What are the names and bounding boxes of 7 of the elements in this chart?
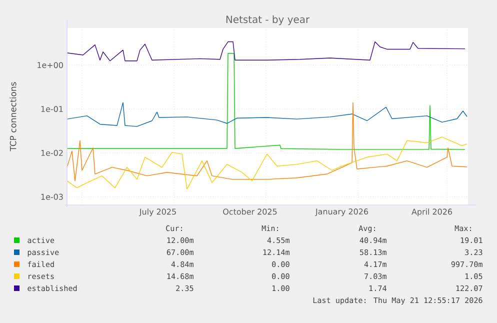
y-axis-title: TCP connections [10, 82, 16, 152]
line-series [67, 41, 466, 62]
line-series [67, 136, 468, 190]
line-series [67, 102, 468, 182]
line-series [67, 53, 466, 150]
chart-title: Netstat - by year [226, 15, 310, 26]
line-series [67, 102, 468, 127]
